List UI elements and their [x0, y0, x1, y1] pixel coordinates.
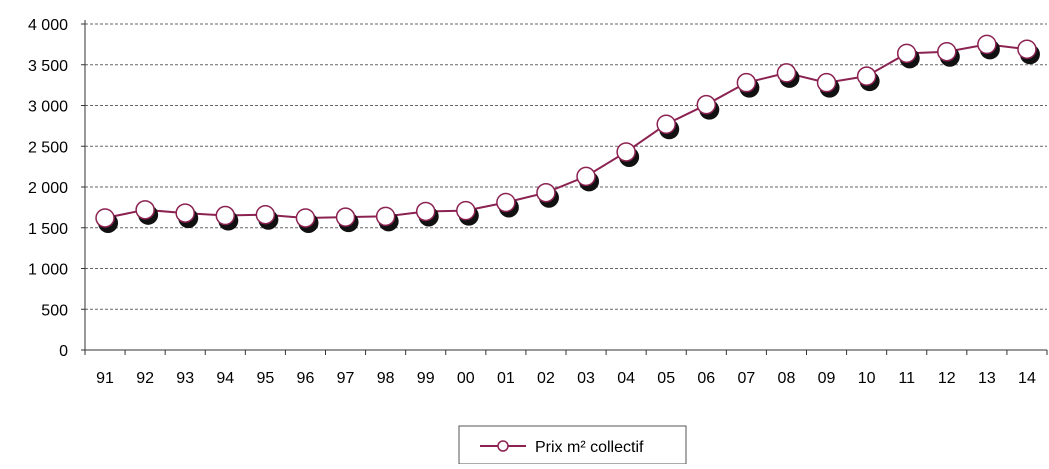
x-tick-label: 07 — [737, 370, 755, 387]
x-tick-label: 02 — [537, 370, 555, 387]
data-point — [696, 94, 717, 115]
data-point — [736, 72, 757, 93]
y-tick-label: 500 — [41, 302, 68, 319]
data-point — [215, 205, 236, 226]
y-tick-label: 3 000 — [28, 99, 68, 116]
data-point — [656, 114, 676, 134]
legend-label: Prix m² collectif — [535, 439, 644, 456]
x-tick-label: 99 — [417, 370, 435, 387]
x-tick-label: 08 — [778, 370, 796, 387]
x-tick-label: 05 — [657, 370, 675, 387]
x-tick-label: 14 — [1018, 370, 1036, 387]
data-point — [1017, 39, 1037, 60]
series-line — [95, 34, 1040, 233]
y-tick-labels: 0 500 1 000 1 500 2 000 2 500 3 000 3 500 4 000 — [28, 17, 68, 360]
x-tick-label: 95 — [256, 370, 274, 387]
y-tick-label: 1 500 — [28, 221, 68, 238]
x-tick-label: 04 — [617, 370, 635, 387]
axes — [81, 20, 1048, 355]
data-point — [937, 41, 957, 62]
x-tick-label: 10 — [858, 370, 876, 387]
x-tick-label: 12 — [938, 370, 956, 387]
data-point — [977, 34, 997, 55]
series-line-path — [104, 43, 1028, 219]
x-tick-label: 93 — [176, 370, 194, 387]
x-tick-label: 96 — [297, 370, 315, 387]
y-tick-label: 4 000 — [28, 17, 68, 34]
x-tick-label: 92 — [136, 370, 154, 387]
x-tick-label: 91 — [96, 370, 114, 387]
data-point — [135, 200, 155, 220]
data-point — [335, 207, 356, 227]
legend: Prix m² collectif — [458, 425, 687, 465]
data-point — [896, 43, 917, 64]
data-point — [776, 63, 797, 83]
x-tick-label: 97 — [337, 370, 355, 387]
x-tick-label: 09 — [818, 370, 836, 387]
x-tick-label: 13 — [978, 370, 996, 387]
data-point — [496, 192, 516, 213]
data-point — [856, 66, 877, 86]
x-tick-label: 01 — [497, 370, 515, 387]
data-point — [576, 166, 596, 187]
data-point — [175, 203, 195, 223]
grid-lines — [85, 23, 1047, 310]
data-point — [95, 208, 115, 228]
x-tick-label: 06 — [697, 370, 715, 387]
data-point — [295, 208, 316, 228]
legend-marker-swatch — [497, 440, 509, 452]
y-tick-label: 2 500 — [28, 139, 68, 156]
data-point — [375, 206, 396, 227]
data-point — [616, 142, 636, 162]
x-tick-label: 00 — [457, 370, 475, 387]
x-tick-label: 98 — [377, 370, 395, 387]
x-tick-label: 94 — [216, 370, 234, 387]
y-tick-label: 2 000 — [28, 180, 68, 197]
x-tick-label: 03 — [577, 370, 595, 387]
x-tick-labels: 91 92 93 94 95 96 97 98 99 00 01 02 03 04 05 06 07 08 09 10… — [96, 370, 1036, 387]
data-point — [255, 204, 276, 225]
y-tick-label: 0 — [59, 343, 68, 360]
x-tick-label: 11 — [898, 370, 915, 387]
data-point — [456, 200, 476, 221]
y-tick-label: 3 500 — [28, 58, 68, 75]
data-point — [536, 182, 556, 203]
data-point — [415, 201, 436, 222]
y-tick-label: 1 000 — [28, 262, 68, 279]
data-point — [816, 72, 837, 93]
